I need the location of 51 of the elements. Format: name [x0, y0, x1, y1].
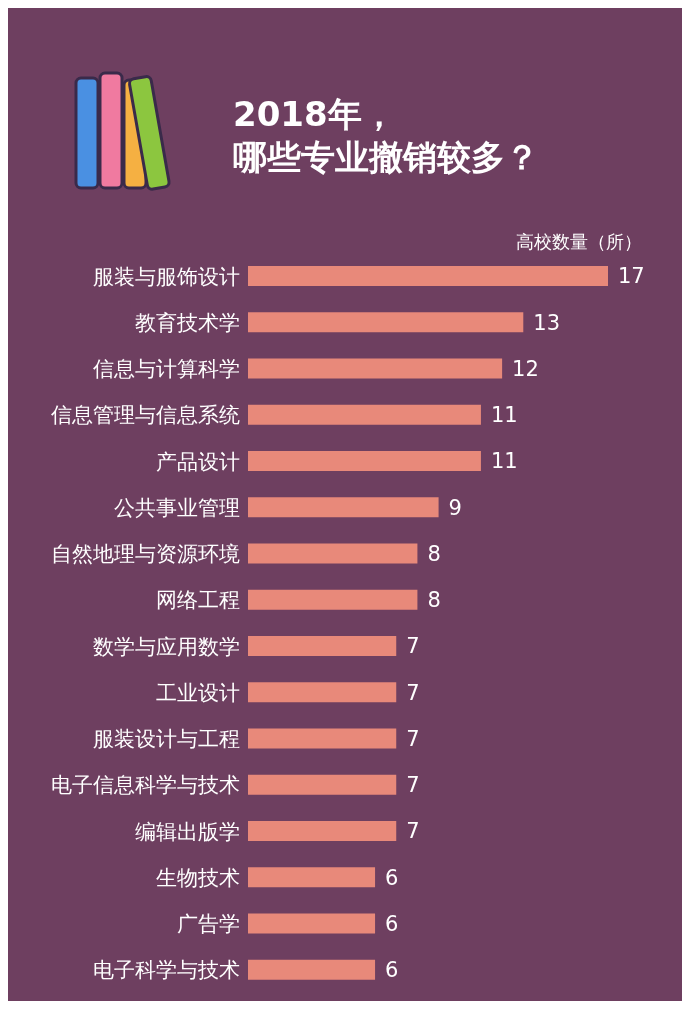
data-label: 13	[533, 310, 561, 335]
y-tick-label: 电子信息科学与技术	[51, 773, 240, 798]
y-tick-label: 产品设计	[156, 449, 240, 474]
data-label: 12	[512, 356, 539, 381]
y-tick-label: 数学与应用数学	[93, 634, 240, 659]
chart-subtitle: 哪些专业撤销较多？	[233, 135, 539, 178]
data-label: 8	[427, 541, 441, 566]
data-label: 8	[427, 588, 441, 613]
bar	[248, 543, 418, 564]
y-tick-label: 服装与服饰设计	[93, 264, 240, 289]
data-label: 6	[385, 911, 399, 936]
bar	[248, 450, 481, 471]
y-tick-label: 工业设计	[156, 680, 240, 705]
y-tick-label: 信息管理与信息系统	[51, 403, 240, 428]
data-label: 7	[406, 726, 420, 751]
y-tick-label: 教育技术学	[135, 310, 240, 335]
bar	[248, 589, 418, 610]
y-tick-label: 网络工程	[156, 588, 240, 613]
y-tick-label: 信息与计算科学	[93, 357, 240, 382]
bar	[248, 820, 397, 841]
data-label: 7	[406, 634, 420, 659]
chart-title: 2018年，	[233, 93, 397, 136]
bar	[248, 635, 397, 656]
bar	[248, 497, 439, 518]
y-tick-label: 编辑出版学	[135, 819, 240, 844]
data-label: 7	[406, 680, 420, 705]
bar	[248, 265, 608, 286]
bar	[248, 913, 376, 934]
bar	[248, 312, 524, 333]
y-tick-label: 服装设计与工程	[93, 727, 240, 752]
bar	[248, 959, 376, 980]
data-label: 6	[385, 958, 399, 983]
data-label: 11	[490, 449, 518, 474]
bar	[248, 867, 376, 888]
data-label: 17	[618, 264, 645, 289]
bar	[248, 728, 397, 749]
data-label: 6	[385, 865, 399, 890]
y-tick-label: 广告学	[177, 912, 240, 937]
data-label: 7	[406, 773, 420, 798]
y-tick-label: 电子科学与技术	[93, 958, 240, 983]
y-tick-label: 自然地理与资源环境	[51, 542, 240, 567]
data-label: 7	[406, 819, 420, 844]
data-label: 11	[490, 403, 518, 428]
bar	[248, 774, 397, 795]
bar	[248, 404, 481, 425]
x-axis-title: 高校数量（所）	[516, 230, 642, 254]
y-tick-label: 生物技术	[156, 865, 240, 890]
data-label: 9	[448, 495, 462, 520]
bar	[248, 682, 397, 703]
y-tick-label: 公共事业管理	[114, 495, 240, 520]
bar	[248, 358, 503, 379]
